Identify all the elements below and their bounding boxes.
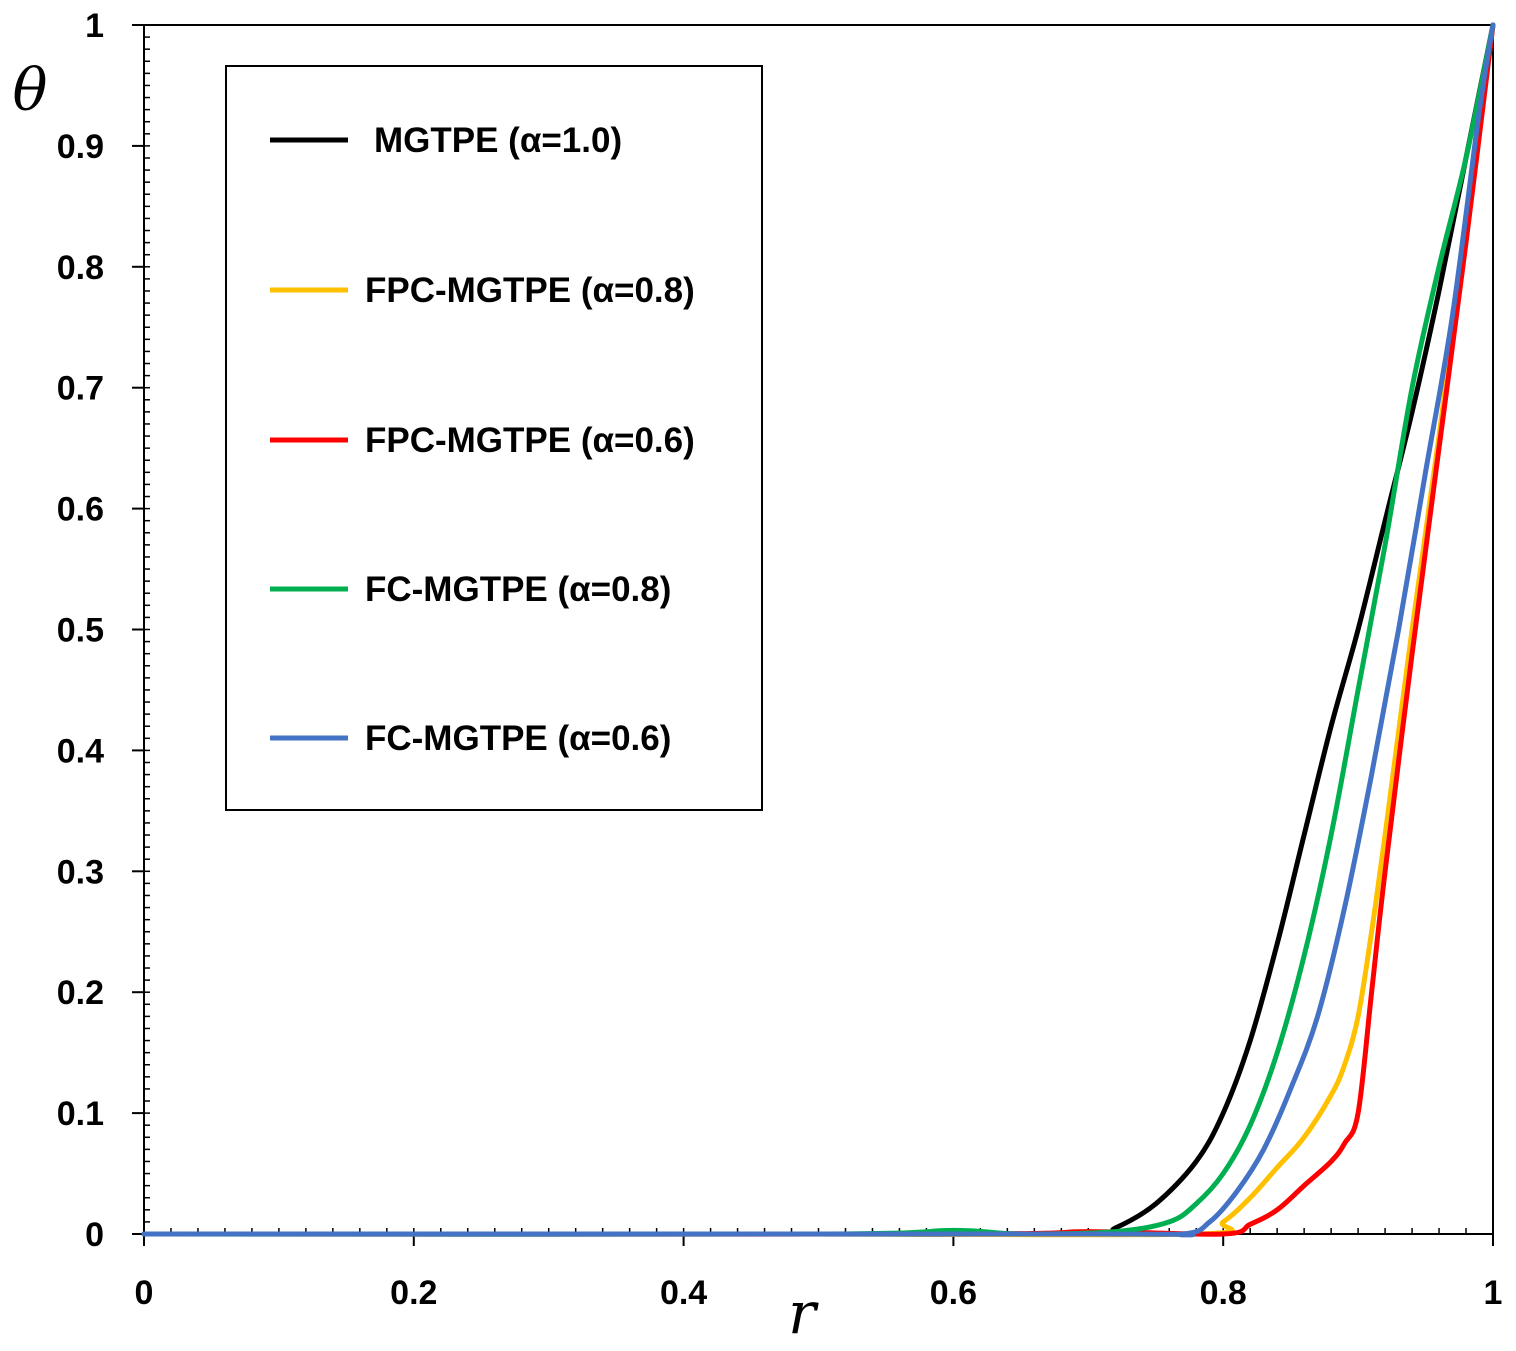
y-axis-label: θ xyxy=(13,56,48,124)
x-tick-label: 0.2 xyxy=(390,1274,437,1312)
y-tick-label: 1 xyxy=(85,7,104,45)
legend-label-3: FPC-MGTPE (α=0.6) xyxy=(365,421,695,460)
y-tick-label: 0.2 xyxy=(57,974,104,1012)
x-tick-label: 0.4 xyxy=(660,1274,707,1312)
x-tick-label: 0.8 xyxy=(1200,1274,1247,1312)
y-tick-label: 0 xyxy=(85,1216,104,1254)
x-tick-label: 0.6 xyxy=(930,1274,977,1312)
series-line-4 xyxy=(141,22,1496,1237)
series-lines xyxy=(141,22,1496,1238)
y-tick-label: 0.6 xyxy=(57,491,104,529)
legend-label-4: FC-MGTPE (α=0.8) xyxy=(365,570,671,609)
y-tick-label: 0.9 xyxy=(57,128,104,166)
x-tick-label: 1 xyxy=(1484,1274,1503,1312)
y-tick-label: 0.8 xyxy=(57,249,104,287)
legend: MGTPE (α=1.0) FPC-MGTPE (α=0.8) FPC-MGTPE … xyxy=(225,65,763,811)
legend-label-1: MGTPE (α=1.0) xyxy=(374,121,622,160)
y-tick-labels: 0 0.1 0.2 0.3 0.4 0.5 0.6 0.7 0.8 0.9 1 xyxy=(57,7,104,1254)
y-tick-label: 0.3 xyxy=(57,853,104,891)
legend-label-5: FC-MGTPE (α=0.6) xyxy=(365,719,671,758)
y-tick-label: 0.7 xyxy=(57,370,104,408)
y-tick-label: 0.5 xyxy=(57,612,104,650)
y-tick-label: 0.1 xyxy=(57,1095,104,1133)
x-axis-label: r xyxy=(788,1279,819,1347)
x-tick-label: 0 xyxy=(135,1274,154,1312)
x-tick-labels: 0 0.2 0.4 0.6 0.8 1 xyxy=(135,1274,1503,1312)
series-line-5 xyxy=(141,22,1496,1238)
legend-label-2: FPC-MGTPE (α=0.8) xyxy=(365,271,695,310)
y-tick-label: 0.4 xyxy=(57,732,104,770)
